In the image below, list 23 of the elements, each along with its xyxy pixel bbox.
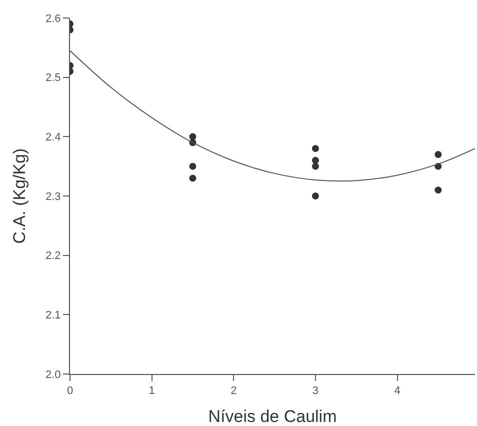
point [312, 156, 319, 164]
y-axis-title: C.A. (Kg/Kg) [10, 148, 30, 244]
point [434, 186, 442, 194]
y-tick-label: 2.2 [46, 250, 61, 262]
y-tick-label: 2.0 [46, 368, 61, 381]
x-tick-label: 0 [66, 385, 74, 398]
y-tick-label: 2.1 [46, 310, 61, 322]
x-tick-label: 4 [394, 385, 400, 398]
y-tick-label: 2.5 [46, 72, 61, 84]
x-axis-title: Níveis de Caulim [208, 407, 337, 426]
point [189, 174, 196, 182]
point [312, 162, 319, 170]
y-tick-label: 2.6 [46, 12, 61, 25]
point [434, 150, 442, 158]
x-tick-label: 1 [148, 385, 155, 398]
y-tick-label: 2.4 [46, 132, 61, 144]
point [189, 162, 196, 170]
point [312, 145, 319, 152]
y-tick-label: 2.3 [46, 190, 61, 203]
point [312, 192, 319, 200]
x-tick-label: 2 [230, 385, 237, 398]
point [189, 133, 196, 140]
x-tick-label: 3 [312, 385, 319, 398]
